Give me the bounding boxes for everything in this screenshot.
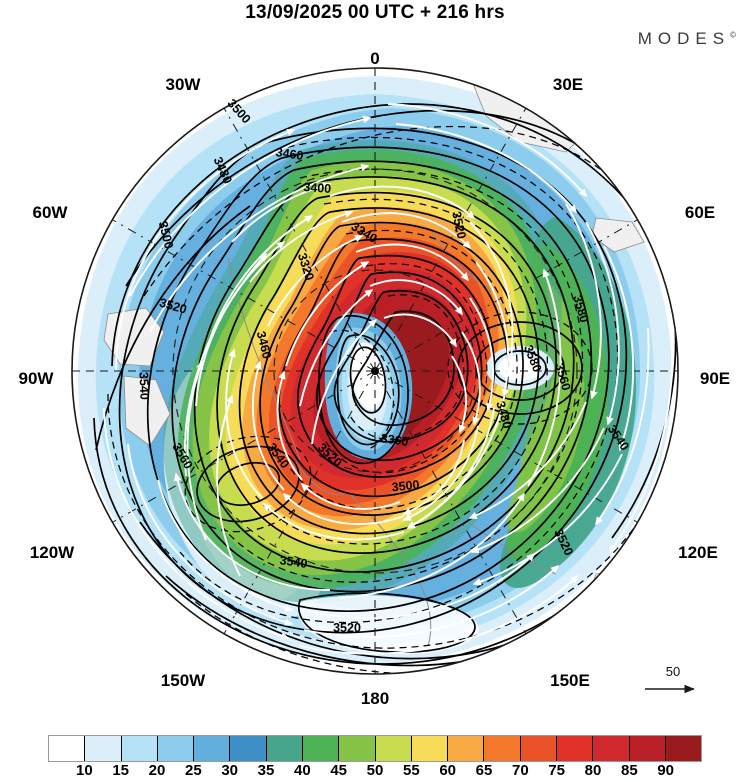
- colorbar-cell: [484, 736, 521, 761]
- lon-label-120w: 120W: [30, 543, 75, 562]
- colorbar: [48, 735, 702, 762]
- colorbar-cell: [448, 736, 485, 761]
- lon-label-150e: 150E: [550, 671, 590, 690]
- colorbar-tick-label: 80: [584, 762, 602, 779]
- colorbar-tick-label: 50: [366, 762, 384, 779]
- colorbar-tick-label: 30: [221, 762, 238, 779]
- colorbar-cell: [230, 736, 267, 761]
- colorbar-tick-label: 15: [112, 762, 129, 779]
- colorbar-tick-label: 40: [293, 762, 311, 779]
- colorbar-cell: [629, 736, 666, 761]
- colorbar-cell: [85, 736, 122, 761]
- colorbar-cell: [556, 736, 594, 761]
- contour-label: 3540: [279, 553, 309, 571]
- wind-streamlines: [103, 103, 674, 655]
- colorbar-tick-label: 10: [75, 762, 93, 779]
- colorbar-cell: [302, 736, 340, 761]
- lon-label-180: 180: [361, 689, 389, 706]
- contour-label: 3520: [449, 210, 468, 240]
- colorbar-cell: [665, 736, 702, 761]
- pole-marker: [371, 367, 379, 375]
- colorbar-tick-label: 65: [475, 762, 493, 779]
- longitude-labels: 0 30E 60E 90E 120E 150E 180 150W 120W 90…: [19, 49, 731, 706]
- colorbar-tick-label: 90: [657, 762, 674, 779]
- contour-label: 3520: [333, 621, 361, 635]
- lon-label-90w: 90W: [19, 369, 55, 388]
- contour-label: 3460: [275, 145, 305, 163]
- modes-logo: MODES©: [638, 29, 736, 49]
- lon-label-120e: 120E: [678, 543, 718, 562]
- colorbar-cell: [375, 736, 412, 761]
- colorbar-cell: [520, 736, 557, 761]
- contour-label: 3500: [156, 220, 176, 250]
- colorbar-ticks: 10 15 20 25 30 35 40 45 50 55 60 65 70 75 80 85 90: [48, 762, 702, 782]
- colorbar-cell: [266, 736, 303, 761]
- reference-vector: 50: [645, 664, 695, 694]
- colorbar-cell: [411, 736, 449, 761]
- contour-label: 3460: [254, 330, 274, 360]
- colorbar-cell: [49, 736, 86, 761]
- colorbar-tick-label: 75: [548, 762, 565, 779]
- page-title: 13/09/2025 00 UTC + 216 hrs: [245, 2, 505, 23]
- colorbar-cell: [339, 736, 376, 761]
- lon-label-30e: 30E: [553, 75, 583, 94]
- dashed-contours: [107, 125, 678, 674]
- contour-label: 3500: [391, 478, 420, 495]
- reference-vector-label: 50: [666, 664, 680, 679]
- colorbar-tick-label: 55: [402, 762, 420, 779]
- lon-label-0: 0: [370, 49, 379, 68]
- colorbar-cell: [121, 736, 158, 761]
- lon-label-60w: 60W: [33, 203, 69, 222]
- contour-label: 3400: [303, 180, 332, 196]
- polar-map: 0 30E 60E 90E 120E 150E 180 150W 120W 90…: [0, 46, 750, 706]
- colorbar-cell: [194, 736, 231, 761]
- lon-label-90e: 90E: [700, 369, 730, 388]
- colorbar-tick-label: 35: [257, 762, 275, 779]
- map-svg: 0 30E 60E 90E 120E 150E 180 150W 120W 90…: [19, 49, 731, 706]
- colorbar-tick-label: 60: [439, 762, 456, 779]
- lon-label-150w: 150W: [161, 671, 206, 690]
- colorbar-tick-label: 45: [330, 762, 347, 779]
- lon-label-30w: 30W: [166, 75, 202, 94]
- globe-outline: [71, 67, 679, 675]
- copyright-icon: ©: [730, 30, 736, 40]
- colorbar-tick-label: 85: [620, 762, 638, 779]
- colorbar-tick-label: 70: [511, 762, 529, 779]
- lon-label-60e: 60E: [685, 203, 715, 222]
- logo-text: MODES: [637, 29, 731, 48]
- graticule: [72, 68, 678, 674]
- colorbar-cell: [157, 736, 195, 761]
- colorbar-tick-label: 20: [148, 762, 166, 779]
- contour-label: 3360: [380, 431, 410, 449]
- colorbar-tick-label: 25: [184, 762, 202, 779]
- contour-label: 3540: [137, 372, 152, 400]
- colorbar-cell: [593, 736, 630, 761]
